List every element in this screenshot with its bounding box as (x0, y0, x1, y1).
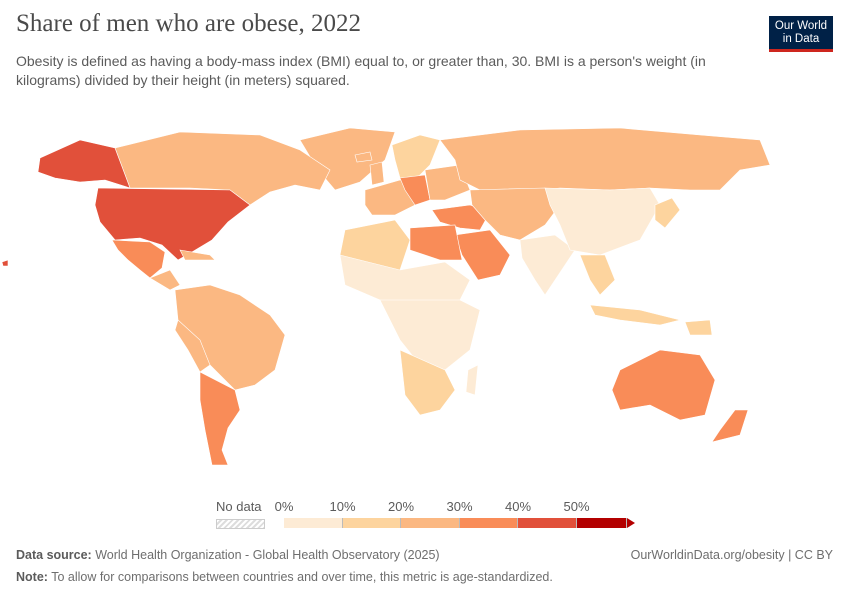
legend-tick: 10% (329, 499, 356, 514)
note: Note: To allow for comparisons between c… (16, 570, 553, 584)
logo-line-2: in Data (782, 32, 820, 45)
country-central-america[interactable] (149, 269, 181, 291)
country-uk[interactable] (369, 161, 385, 186)
country-central-europe[interactable] (399, 174, 431, 206)
country-indonesia[interactable] (589, 304, 681, 326)
legend-bin[interactable] (284, 518, 343, 528)
country-iceland[interactable] (354, 151, 373, 163)
legend-tick: 0% (274, 499, 294, 514)
country-south-asia[interactable] (519, 234, 576, 296)
data-source: Data source: World Health Organization -… (16, 548, 440, 562)
country-southeast-asia[interactable] (579, 254, 616, 296)
country-png[interactable] (684, 319, 713, 336)
legend-tick: 40% (504, 499, 532, 514)
country-sahel[interactable] (339, 254, 471, 306)
country-argentina-chile[interactable] (199, 371, 241, 466)
source-label: Data source: (16, 548, 92, 562)
logo-line-1: Our World (774, 19, 828, 32)
footer-url[interactable]: OurWorldinData.org/obesity | CC BY (630, 548, 833, 562)
legend-bin[interactable] (576, 518, 627, 528)
world-map[interactable] (0, 110, 850, 490)
legend-bin[interactable] (518, 518, 577, 528)
no-data-swatch (216, 519, 265, 529)
country-new-zealand[interactable] (711, 409, 749, 443)
color-legend: No data 0% 10% 20% 30% 40% 50% (0, 495, 850, 535)
country-mexico[interactable] (111, 239, 166, 279)
country-china[interactable] (544, 187, 661, 256)
country-caribbean[interactable] (179, 249, 216, 261)
legend-bin[interactable] (459, 518, 518, 528)
legend-tick: 30% (446, 499, 473, 514)
legend-bin[interactable] (401, 518, 460, 528)
legend-arrow (627, 518, 635, 528)
country-arabia[interactable] (454, 229, 511, 281)
note-label: Note: (16, 570, 48, 584)
country-central-africa[interactable] (379, 299, 481, 371)
country-alaska[interactable] (37, 139, 131, 189)
country-madagascar[interactable] (465, 364, 479, 396)
country-canada[interactable] (114, 131, 331, 206)
legend-bin[interactable] (342, 518, 401, 528)
country-australia[interactable] (611, 349, 716, 421)
legend-tick: 50% (563, 499, 590, 514)
country-scandinavia[interactable] (391, 134, 441, 181)
country-russia[interactable] (439, 127, 771, 193)
note-text: To allow for comparisons between countri… (51, 570, 553, 584)
country-japan-korea[interactable] (654, 197, 681, 229)
owid-logo[interactable]: Our World in Data (769, 16, 833, 52)
no-data-label: No data (216, 499, 262, 514)
country-hawaii[interactable] (1, 259, 9, 267)
source-text[interactable]: World Health Organization - Global Healt… (95, 548, 440, 562)
country-egypt-libya[interactable] (409, 224, 463, 261)
country-southern-africa[interactable] (399, 349, 456, 416)
country-turkey-middle-east[interactable] (431, 204, 491, 231)
legend-tick: 20% (387, 499, 415, 514)
chart-title: Share of men who are obese, 2022 (16, 10, 362, 37)
chart-subtitle: Obesity is defined as having a body-mass… (16, 53, 706, 88)
country-usa[interactable] (94, 187, 251, 261)
